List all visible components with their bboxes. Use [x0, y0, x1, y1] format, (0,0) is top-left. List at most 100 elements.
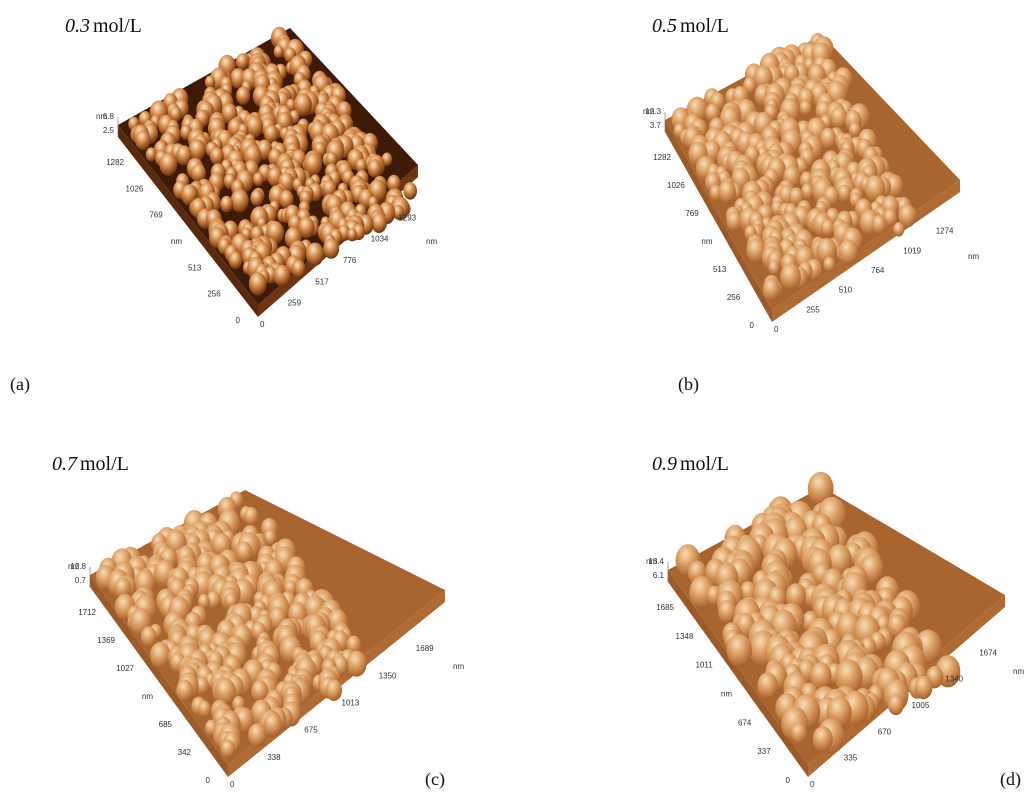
x-tick-label: 1350 — [379, 671, 397, 680]
y-tick-label: 1685 — [656, 603, 674, 612]
panel-label: (d) — [1000, 769, 1021, 790]
grain — [839, 239, 859, 265]
x-tick-label: 1274 — [936, 227, 954, 236]
y-tick-label: 1282 — [106, 158, 124, 167]
z-tick-label: 12.3 — [645, 107, 661, 116]
y-tick-label: 0 — [206, 776, 211, 785]
grain — [150, 642, 171, 669]
x-tick-label: 1034 — [371, 235, 389, 244]
x-tick-label: 1674 — [979, 648, 997, 657]
grain — [791, 723, 807, 744]
grain — [799, 100, 811, 116]
y-tick-label: 1026 — [667, 181, 685, 190]
grain — [248, 723, 266, 747]
y-tick-label: 769 — [685, 209, 699, 218]
z-tick-label: 3.7 — [650, 121, 662, 130]
grain — [403, 182, 417, 200]
grain — [888, 694, 904, 715]
grain — [236, 87, 250, 105]
grain — [264, 713, 282, 737]
y-tick-label: 256 — [207, 290, 221, 299]
y-tick-label: nm — [721, 690, 732, 699]
concentration: 0.7 — [52, 453, 78, 475]
grain — [768, 261, 779, 276]
z-tick-label: 6.1 — [653, 571, 665, 580]
grain — [872, 215, 887, 234]
y-tick-label: 0 — [750, 321, 755, 330]
y-tick-label: 1712 — [78, 608, 96, 617]
panel-label: (c) — [425, 769, 445, 790]
y-tick-label: 769 — [149, 211, 163, 220]
panel-label: (a) — [10, 374, 30, 395]
concentration: 0.5 — [652, 15, 677, 37]
x-tick-label: 776 — [343, 256, 357, 265]
grain — [780, 263, 801, 290]
x-tick-label: 0 — [230, 780, 235, 789]
grain — [146, 147, 157, 161]
grain — [371, 213, 386, 233]
x-tick-label: 517 — [315, 277, 329, 286]
y-tick-label: nm — [701, 237, 712, 246]
concentration: 0.9 — [652, 453, 677, 475]
x-tick-label: nm — [1013, 667, 1024, 676]
y-tick-label: 256 — [727, 293, 741, 302]
panel-title: 0.3mol/L — [65, 15, 142, 37]
unit: mol/L — [680, 15, 729, 37]
y-tick-label: 337 — [757, 747, 771, 756]
grain — [326, 679, 343, 701]
x-tick-label: nm — [968, 252, 979, 261]
y-tick-label: 1026 — [126, 184, 144, 193]
grain — [830, 107, 847, 129]
grain — [231, 189, 249, 212]
y-tick-label: 1282 — [653, 153, 671, 162]
grain — [210, 147, 224, 165]
y-tick-label: nm — [142, 692, 153, 701]
y-tick-label: 513 — [188, 263, 202, 272]
grain — [346, 651, 366, 677]
y-tick-label: 0 — [236, 316, 241, 325]
grain — [236, 541, 252, 562]
afm-panel: 0.9mol/L(d)nm13.46.1168513481011nm674337… — [646, 453, 1024, 790]
y-tick-label: 685 — [159, 720, 173, 729]
grain — [274, 265, 291, 287]
panel-label: (b) — [678, 374, 699, 395]
grain — [323, 238, 339, 259]
grain — [250, 190, 263, 207]
grain — [141, 626, 157, 647]
y-tick-label: 513 — [713, 265, 727, 274]
grain — [718, 180, 736, 203]
x-tick-label: 670 — [878, 727, 892, 736]
x-tick-label: 335 — [844, 754, 858, 763]
grain — [135, 130, 151, 150]
y-tick-label: 1348 — [676, 632, 694, 641]
unit: mol/L — [80, 453, 129, 475]
z-tick-label: 13.4 — [648, 557, 664, 566]
grain — [221, 740, 235, 759]
grain — [220, 196, 233, 213]
x-tick-label: nm — [426, 237, 437, 246]
y-tick-label: 1027 — [116, 664, 134, 673]
unit: mol/L — [93, 15, 142, 37]
x-tick-label: 1005 — [912, 701, 930, 710]
x-tick-label: 0 — [260, 320, 265, 329]
grain — [292, 260, 306, 278]
concentration: 0.3 — [65, 15, 90, 37]
grain — [274, 45, 284, 58]
x-tick-label: 1013 — [342, 699, 360, 708]
z-tick-label: 6.8 — [103, 112, 115, 121]
z-tick-label: 2.5 — [103, 126, 115, 135]
x-tick-label: 675 — [304, 726, 318, 735]
grain — [915, 676, 933, 699]
y-tick-label: 342 — [178, 748, 192, 757]
x-tick-label: 255 — [806, 305, 820, 314]
x-tick-label: 1293 — [398, 213, 416, 222]
grain — [368, 159, 382, 178]
panel-title: 0.9mol/L — [652, 453, 729, 475]
grain — [838, 185, 851, 202]
x-tick-label: 510 — [839, 286, 853, 295]
grain — [813, 726, 833, 752]
grain — [763, 278, 781, 301]
grain — [229, 251, 243, 269]
grain — [821, 219, 835, 237]
